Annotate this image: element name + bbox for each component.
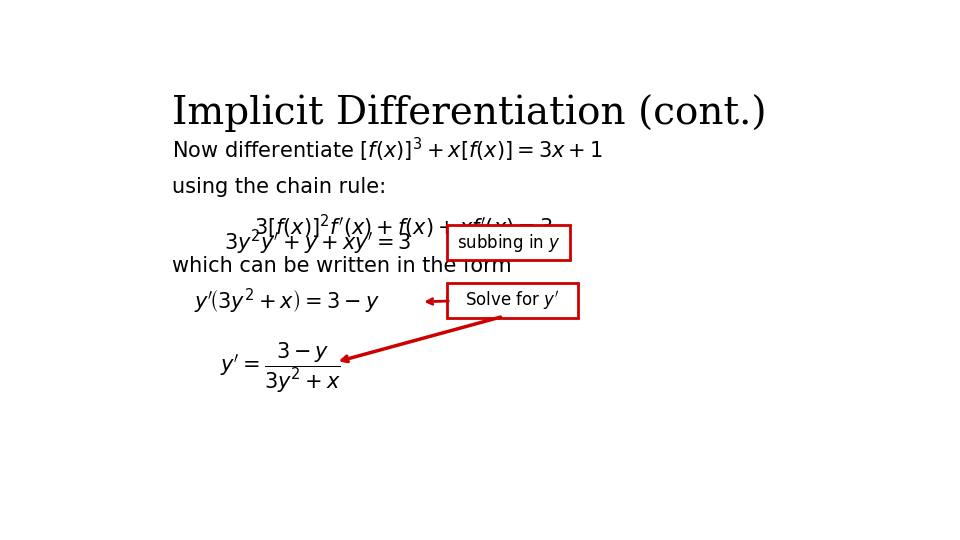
- Text: Solve for $y'$: Solve for $y'$: [466, 289, 560, 312]
- Text: $y' = \dfrac{3-y}{3y^2+x}$: $y' = \dfrac{3-y}{3y^2+x}$: [221, 341, 341, 395]
- Text: Implicit Differentiation (cont.): Implicit Differentiation (cont.): [172, 94, 767, 132]
- Text: $y'\!\left(3y^2 + x\right) = 3 - y$: $y'\!\left(3y^2 + x\right) = 3 - y$: [194, 287, 380, 316]
- FancyBboxPatch shape: [447, 225, 570, 260]
- Text: Now differentiate $\left[f(x)\right]^3 + x\left[f(x)\right] = 3x + 1$: Now differentiate $\left[f(x)\right]^3 +…: [172, 136, 603, 164]
- Text: which can be written in the form: which can be written in the form: [172, 256, 512, 276]
- Text: subbing in $y$: subbing in $y$: [457, 232, 561, 254]
- Text: using the chain rule:: using the chain rule:: [172, 178, 386, 198]
- Text: $3\left[f(x)\right]^2 f'(x) + f(x) + xf'(x) = 3$: $3\left[f(x)\right]^2 f'(x) + f(x) + xf'…: [253, 213, 553, 241]
- FancyBboxPatch shape: [447, 283, 578, 319]
- Text: $3y^2y' + y + xy' = 3$: $3y^2y' + y + xy' = 3$: [225, 228, 412, 257]
